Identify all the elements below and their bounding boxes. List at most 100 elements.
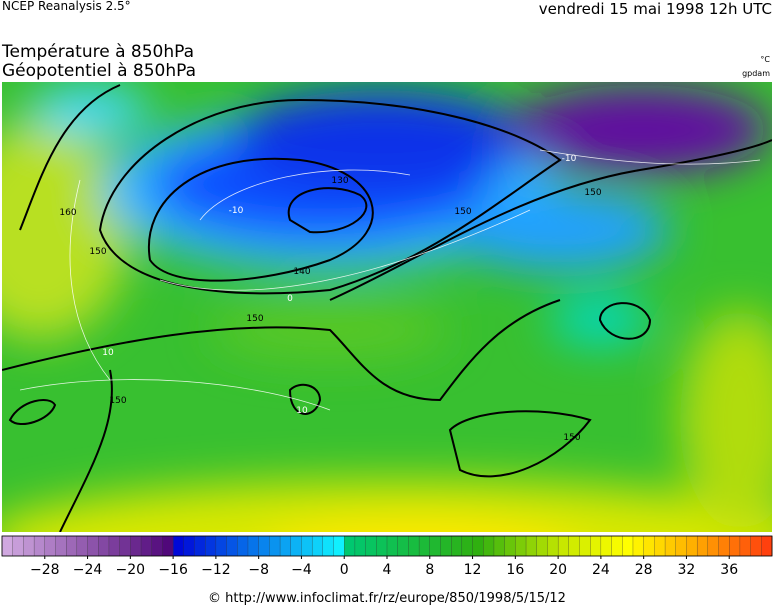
- color-swatch: [269, 535, 281, 557]
- colorbar: −28 −24 −20 −16 −12 −8 −4 0 4 8 12 16 20 24 28 32 36: [1, 535, 773, 578]
- tick-label: −20: [116, 562, 146, 578]
- tick-label: −16: [158, 562, 188, 578]
- color-swatch: [397, 535, 409, 557]
- color-swatch: [418, 535, 431, 557]
- tick-label: −24: [73, 562, 103, 578]
- color-swatch: [761, 535, 773, 557]
- tick-label: −28: [30, 562, 60, 578]
- color-swatch: [686, 535, 698, 557]
- color-swatch: [504, 535, 516, 557]
- color-swatch: [162, 535, 174, 557]
- color-swatch: [557, 535, 570, 557]
- tick-label: 28: [635, 562, 653, 578]
- color-swatch: [55, 535, 67, 557]
- date: vendredi 15 mai 1998 12h UTC: [539, 0, 772, 18]
- tick-label: 12: [464, 562, 482, 578]
- color-swatch: [87, 535, 99, 557]
- color-swatch: [386, 535, 399, 557]
- color-swatch: [664, 535, 677, 557]
- color-swatch: [536, 535, 548, 557]
- contour-label: 130: [331, 176, 348, 186]
- color-swatch: [579, 535, 591, 557]
- color-swatch: [258, 535, 270, 557]
- color-swatch: [194, 535, 206, 557]
- contour-label: 0: [287, 294, 293, 304]
- color-swatch: [140, 535, 153, 557]
- color-swatch: [643, 535, 655, 557]
- color-swatch: [226, 535, 238, 557]
- color-swatch: [301, 535, 313, 557]
- color-swatch: [215, 535, 228, 557]
- color-swatch: [451, 535, 463, 557]
- contour-label: 10: [296, 406, 308, 416]
- contour-label: 160: [59, 208, 76, 218]
- color-swatch: [622, 535, 634, 557]
- unit: °C: [760, 55, 770, 64]
- color-swatch: [376, 535, 388, 557]
- contour-label: 150: [454, 207, 471, 217]
- contour-label: 150: [89, 247, 106, 257]
- color-swatch: [247, 535, 260, 557]
- unit: gpdam: [742, 69, 770, 78]
- source: NCEP Reanalysis 2.5°: [2, 0, 131, 13]
- color-swatch: [611, 535, 623, 557]
- contour-label: -10: [229, 206, 244, 216]
- color-swatch: [707, 535, 719, 557]
- color-swatch: [322, 535, 334, 557]
- color-swatch: [1, 535, 14, 557]
- color-swatch: [33, 535, 46, 557]
- color-swatch: [66, 535, 78, 557]
- tick-label: −8: [248, 562, 269, 578]
- tick-label: 0: [340, 562, 349, 578]
- color-swatch: [739, 535, 752, 557]
- color-swatch: [600, 535, 613, 557]
- color-swatch: [568, 535, 580, 557]
- color-swatch: [205, 535, 217, 557]
- footer: © http://www.infoclimat.fr/rz/europe/850…: [208, 591, 566, 606]
- title: Géopotentiel à 850hPa: [2, 61, 196, 81]
- tick-label: −12: [201, 562, 231, 578]
- color-swatch: [525, 535, 538, 557]
- map: [2, 82, 772, 532]
- color-swatch: [483, 535, 495, 557]
- tick-label: 8: [425, 562, 434, 578]
- contour-label: 150: [109, 396, 126, 406]
- color-swatch: [547, 535, 559, 557]
- color-swatch: [151, 535, 163, 557]
- color-swatch: [493, 535, 506, 557]
- title: Température à 850hPa: [1, 42, 194, 62]
- contour-label: 140: [293, 267, 310, 277]
- color-swatch: [440, 535, 452, 557]
- color-swatch: [654, 535, 666, 557]
- color-swatch: [130, 535, 142, 557]
- contour-label: 10: [102, 348, 114, 358]
- color-swatch: [76, 535, 89, 557]
- color-swatch: [98, 535, 110, 557]
- tick-label: 4: [383, 562, 392, 578]
- color-swatch: [750, 535, 762, 557]
- color-swatch: [461, 535, 474, 557]
- color-swatch: [365, 535, 377, 557]
- color-swatch: [23, 535, 35, 557]
- color-swatch: [675, 535, 687, 557]
- color-swatch: [183, 535, 195, 557]
- color-swatch: [590, 535, 602, 557]
- color-swatch: [279, 535, 292, 557]
- contour-label: 150: [563, 433, 580, 443]
- color-swatch: [237, 535, 249, 557]
- color-swatch: [696, 535, 709, 557]
- color-swatch: [354, 535, 367, 557]
- tick-label: 24: [592, 562, 610, 578]
- color-swatch: [290, 535, 302, 557]
- color-swatch: [515, 535, 527, 557]
- color-swatch: [718, 535, 730, 557]
- contour-label: -10: [562, 154, 577, 164]
- color-swatch: [632, 535, 645, 557]
- color-swatch: [172, 535, 185, 557]
- color-swatch: [119, 535, 131, 557]
- color-swatch: [472, 535, 484, 557]
- tick-label: −4: [291, 562, 312, 578]
- color-swatch: [108, 535, 121, 557]
- contour-label: 150: [246, 314, 263, 324]
